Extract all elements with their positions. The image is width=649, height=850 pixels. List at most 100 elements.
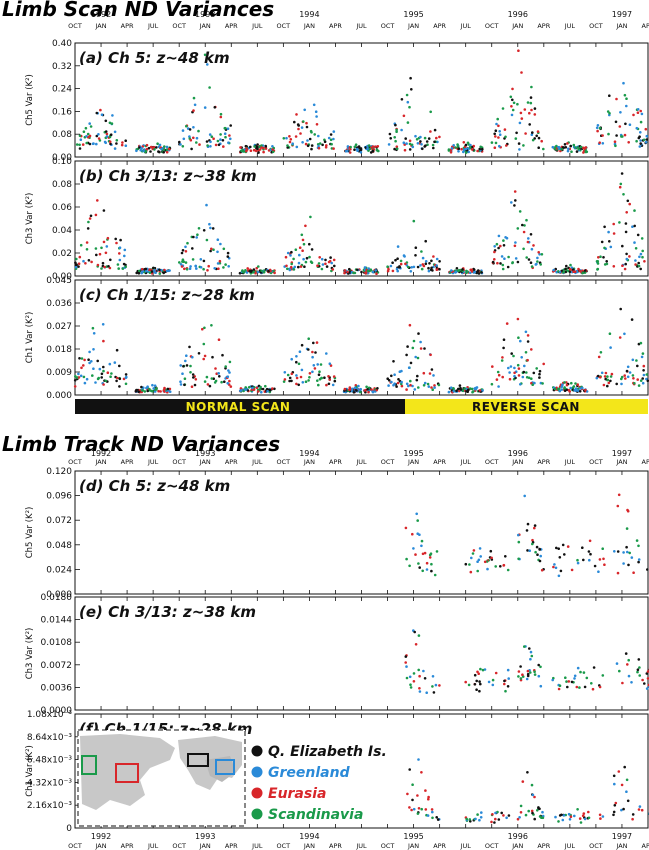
- data-point: [416, 265, 420, 269]
- data-point: [223, 132, 227, 135]
- data-point: [531, 131, 534, 134]
- data-point: [583, 817, 587, 821]
- data-point: [395, 267, 399, 271]
- data-point: [124, 376, 128, 380]
- legend-label: Q. Elizabeth Is.: [268, 744, 387, 760]
- data-point: [553, 563, 556, 566]
- month-tick-label: APR: [121, 458, 134, 466]
- data-point: [102, 369, 105, 373]
- data-point: [563, 381, 566, 384]
- data-point: [297, 383, 301, 387]
- data-point: [524, 132, 527, 135]
- data-point: [366, 269, 370, 273]
- data-point: [572, 268, 575, 272]
- data-point: [223, 380, 226, 384]
- data-point: [353, 145, 357, 149]
- data-point: [491, 813, 494, 816]
- data-point: [258, 148, 262, 151]
- data-point: [194, 378, 198, 381]
- data-point: [404, 655, 408, 658]
- month-tick-label: OCT: [381, 842, 395, 850]
- data-point: [332, 147, 335, 150]
- data-point: [418, 566, 422, 569]
- data-point: [286, 144, 289, 147]
- data-point: [331, 383, 335, 387]
- data-point: [264, 144, 268, 148]
- data-point: [568, 270, 572, 274]
- data-point: [109, 375, 112, 379]
- data-point: [82, 259, 85, 263]
- data-point: [493, 258, 496, 261]
- data-point: [624, 230, 628, 234]
- data-point: [491, 678, 495, 682]
- data-point: [531, 793, 535, 797]
- y-tick-label: 1.08x10⁻³: [27, 710, 73, 720]
- data-point: [502, 244, 506, 247]
- data-point: [387, 379, 391, 382]
- y-tick-label: 0.0072: [41, 661, 73, 671]
- data-point: [376, 387, 379, 390]
- data-point: [411, 532, 414, 536]
- data-point: [75, 143, 79, 146]
- data-point: [347, 388, 351, 392]
- data-point: [412, 547, 415, 550]
- data-point: [134, 389, 138, 393]
- data-point: [623, 267, 627, 271]
- data-point: [637, 384, 641, 387]
- map-box-greenland: [215, 759, 235, 775]
- data-point: [298, 246, 302, 249]
- data-point: [510, 352, 513, 355]
- year-tick-label: 1996: [508, 449, 528, 458]
- data-point: [430, 266, 433, 270]
- data-point: [565, 680, 568, 683]
- data-point: [289, 265, 293, 269]
- data-point: [77, 262, 81, 266]
- data-point: [497, 373, 501, 377]
- normal-scan-label: NORMAL SCAN: [186, 400, 291, 414]
- data-point: [421, 552, 425, 556]
- data-point: [633, 241, 636, 244]
- data-point: [143, 390, 147, 393]
- data-point: [502, 346, 505, 350]
- data-point: [480, 271, 483, 274]
- data-point: [390, 380, 393, 384]
- data-point: [426, 143, 429, 146]
- data-point: [80, 366, 83, 370]
- y-axis-label: Ch3 Var (K²): [25, 628, 35, 680]
- data-point: [512, 354, 515, 358]
- data-point: [394, 258, 397, 262]
- data-point: [416, 374, 419, 378]
- month-tick-label: JAN: [407, 458, 419, 466]
- data-point: [422, 371, 426, 375]
- data-point: [262, 150, 265, 154]
- data-point: [511, 98, 514, 102]
- data-point: [565, 381, 568, 384]
- data-point: [321, 143, 324, 147]
- data-point: [527, 237, 530, 240]
- data-point: [286, 267, 289, 271]
- data-point: [419, 264, 422, 267]
- data-point: [426, 382, 430, 386]
- data-point: [578, 686, 581, 689]
- data-point: [102, 339, 105, 343]
- data-point: [185, 268, 189, 271]
- data-point: [604, 377, 607, 381]
- data-point: [354, 143, 358, 146]
- data-point: [99, 108, 102, 112]
- data-point: [310, 147, 313, 151]
- data-point: [523, 364, 526, 368]
- data-point: [424, 808, 428, 811]
- data-point: [624, 222, 628, 225]
- month-tick-label: JUL: [147, 458, 159, 466]
- data-point: [533, 113, 537, 116]
- data-point: [199, 258, 203, 261]
- data-point: [105, 245, 109, 248]
- data-point: [312, 103, 316, 107]
- data-point: [254, 271, 257, 275]
- y-tick-label: 0.096: [46, 492, 72, 502]
- data-point: [407, 366, 411, 370]
- data-point: [428, 553, 432, 557]
- data-point: [228, 360, 232, 364]
- data-point: [538, 547, 541, 551]
